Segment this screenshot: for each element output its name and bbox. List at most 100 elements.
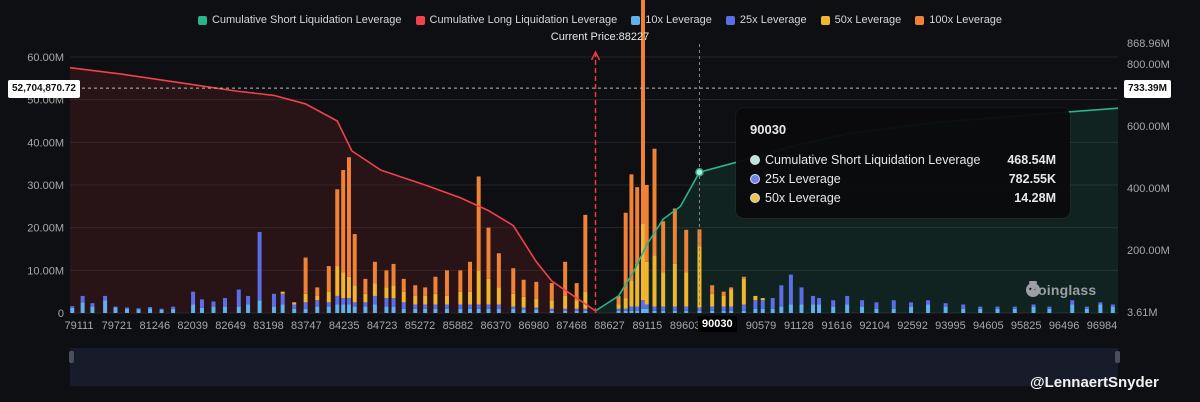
legend-swatch-icon (631, 15, 641, 25)
bar-segment-l10 (292, 308, 297, 313)
bar-segment-l50 (363, 293, 368, 303)
bar-segment-l25 (223, 298, 228, 307)
bar-segment-l25 (199, 299, 204, 308)
bar-segment-l25 (817, 298, 822, 305)
range-scrollbar[interactable] (70, 348, 1118, 386)
bar-segment-l50 (335, 266, 340, 296)
bar-segment-l100 (511, 268, 516, 294)
bar-segment-l25 (458, 304, 463, 309)
x-tick-label: 96984 (1087, 320, 1118, 332)
bar-segment-l50 (346, 276, 351, 299)
tooltip-row-label: Cumulative Short Liquidation Leverage (765, 153, 981, 167)
bar-segment-l10 (352, 306, 357, 313)
x-tick-label: 79721 (102, 320, 133, 332)
bar-segment-l10 (280, 304, 285, 313)
bar-segment-l100 (563, 261, 568, 296)
bar-segment-l10 (401, 308, 406, 313)
scroll-handle-left[interactable] (69, 351, 74, 363)
bar-segment-l50 (372, 283, 377, 296)
bar-segment-l100 (352, 234, 357, 286)
bar-segment-l10 (236, 306, 241, 313)
legend-swatch-icon (197, 15, 207, 25)
bar-segment-l25 (549, 308, 554, 311)
bar-segment-l25 (326, 302, 331, 307)
bar-segment-l10 (891, 308, 896, 313)
tooltip-row: Cumulative Short Liquidation Leverage 46… (750, 151, 1056, 169)
legend: Cumulative Short Liquidation Leverage Cum… (0, 14, 1200, 26)
bar-segment-l25 (629, 306, 634, 311)
right-y-tick-label: 868.96M (1127, 38, 1170, 50)
bar-segment-l10 (113, 307, 118, 313)
bar-segment-l25 (280, 293, 285, 305)
bar-segment-l25 (574, 308, 579, 311)
right-y-tick-label: 200.00M (1127, 245, 1170, 257)
bar-segment-l10 (103, 300, 108, 313)
bar-segment-l10 (521, 309, 526, 313)
x-tick-label: 86370 (480, 320, 511, 332)
bar-segment-l25 (211, 301, 216, 307)
bar-segment-l25 (496, 304, 501, 309)
bar-segment-l10 (80, 302, 85, 313)
bar-segment-l50 (496, 287, 501, 305)
bar-segment-l10 (779, 306, 784, 313)
bar-segment-l25 (433, 304, 438, 309)
bar-segment-l100 (476, 176, 481, 271)
bar-segment-l100 (721, 291, 726, 296)
x-tick-label: 83747 (291, 320, 322, 332)
bar-segment-l100 (315, 287, 320, 296)
bar-segment-l100 (401, 278, 406, 292)
bar-segment-l25 (909, 302, 914, 307)
bar-segment-l10 (341, 304, 346, 313)
bar-segment-l10 (697, 310, 702, 313)
bar-segment-l50 (292, 302, 297, 305)
bar-segment-l50 (549, 300, 554, 309)
bar-segment-l25 (583, 308, 588, 311)
bar-segment-l25 (236, 289, 241, 307)
current-price-label: Current Price:88227 (550, 31, 650, 43)
tooltip-row-value: 468.54M (1007, 153, 1056, 167)
scroll-handle-right[interactable] (1115, 351, 1120, 363)
legend-item[interactable]: 10x Leverage (631, 14, 712, 26)
bar-segment-l25 (335, 295, 340, 305)
bar-segment-l50 (326, 291, 331, 303)
bar-segment-l25 (125, 307, 130, 309)
coinglass-watermark: coinglass (1030, 282, 1097, 298)
bar-segment-l50 (315, 295, 320, 301)
right-y-tick-label: 3.61M (1127, 307, 1158, 319)
bar-segment-l25 (148, 307, 153, 309)
leverage-bars (70, 0, 1115, 313)
bar-segment-l10 (496, 308, 501, 313)
x-tick-label: 91616 (821, 320, 852, 332)
bar-segment-l25 (191, 291, 196, 305)
bar-segment-l10 (315, 306, 320, 313)
crosshair-right-value: 733.39M (1124, 80, 1171, 98)
bar-segment-l25 (521, 307, 526, 310)
overlays (70, 44, 1118, 313)
bar-segment-l10 (661, 310, 666, 313)
bar-segment-l10 (874, 308, 879, 313)
bar-segment-l25 (476, 304, 481, 309)
bar-segment-l10 (511, 308, 516, 313)
legend-item[interactable]: 25x Leverage (725, 14, 807, 26)
x-tick-label: 84235 (329, 320, 360, 332)
long-cumulative-line (69, 66, 596, 312)
bar-segment-l25 (401, 302, 406, 309)
bar-segment-l10 (413, 308, 418, 313)
bar-segment-l10 (257, 300, 262, 313)
legend-item[interactable]: 100x Leverage (915, 14, 1002, 26)
bar-segment-l25 (874, 302, 879, 309)
legend-item[interactable]: Cumulative Short Liquidation Leverage (197, 14, 402, 26)
bar-segment-l25 (413, 304, 418, 309)
bar-segment-l10 (199, 307, 204, 313)
legend-item[interactable]: 50x Leverage (820, 14, 901, 26)
bar-segment-l25 (486, 304, 491, 309)
bar-segment-l25 (831, 300, 836, 307)
bar-segment-l25 (788, 274, 793, 305)
bar-segment-l50 (486, 278, 491, 305)
bar-segment-l50 (697, 246, 702, 308)
legend-label: 25x Leverage (739, 14, 807, 26)
bar-segment-l25 (563, 308, 568, 311)
left-y-tick-label: 40.00M (27, 137, 64, 149)
legend-item[interactable]: Cumulative Long Liquidation Leverage (415, 14, 617, 26)
x-tick-label: 88627 (594, 320, 625, 332)
